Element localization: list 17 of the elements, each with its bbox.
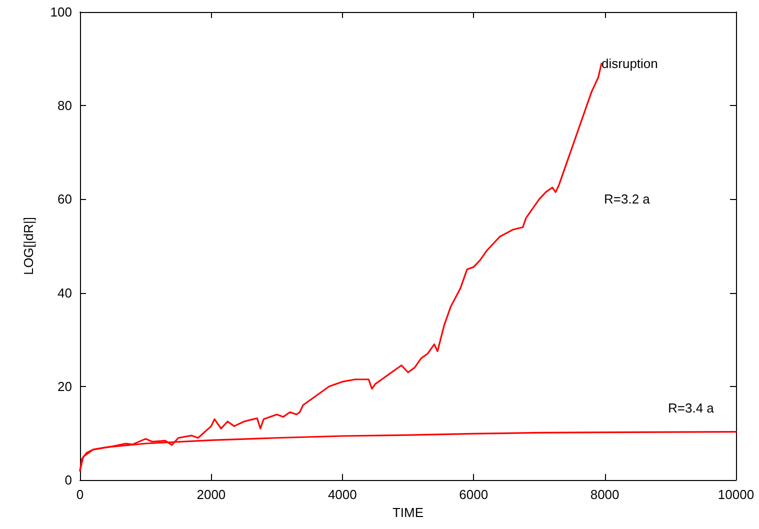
y-tick-label: 100 — [50, 4, 72, 20]
x-tick-label: 0 — [76, 487, 84, 502]
y-axis-title: LOG[|dR|] — [21, 216, 36, 276]
y-tick-label: 80 — [58, 98, 72, 114]
annotation: disruption — [602, 56, 658, 71]
x-tick-label: 2000 — [196, 487, 226, 502]
y-tick-label: 20 — [58, 378, 72, 394]
x-axis-title: TIME — [392, 504, 424, 520]
x-tick-label: 8000 — [590, 487, 620, 502]
y-tick-label: 60 — [58, 192, 72, 207]
x-tick-label: 10000 — [718, 487, 754, 502]
y-tick-label: 0 — [64, 472, 72, 488]
x-tick-label: 6000 — [459, 487, 488, 502]
x-tick-label: 4000 — [328, 487, 357, 502]
annotation: R=3.4 a — [668, 400, 715, 416]
annotation: R=3.2 a — [604, 192, 651, 206]
y-tick-label: 40 — [58, 285, 72, 300]
